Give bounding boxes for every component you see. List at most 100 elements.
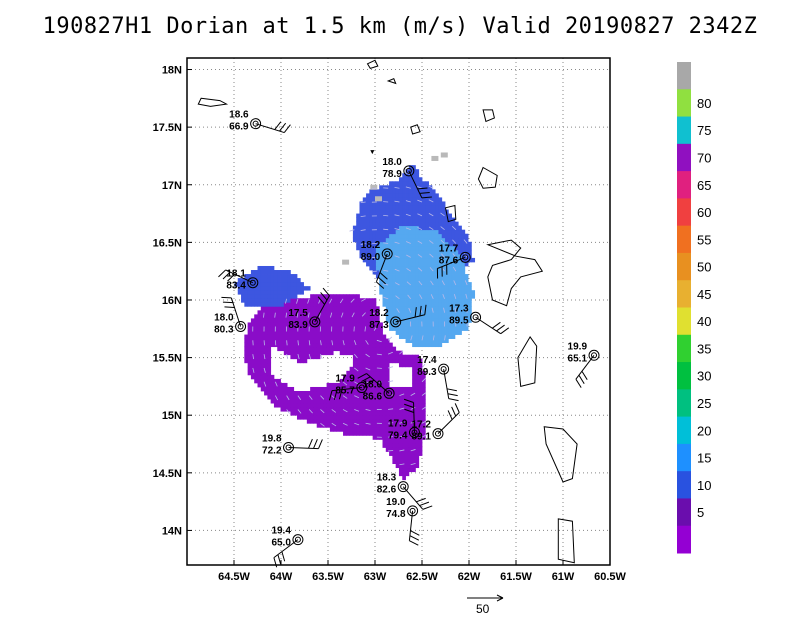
wind-speed-cell xyxy=(316,411,321,416)
wind-speed-cell xyxy=(247,370,252,376)
wind-speed-cell xyxy=(359,245,364,251)
wind-speed-cell xyxy=(392,197,397,202)
wind-speed-cell xyxy=(412,451,416,456)
wind-speed-cell xyxy=(300,342,304,348)
wind-speed-cell xyxy=(392,459,397,464)
wind-speed-cell xyxy=(379,253,383,259)
wind-speed-cell xyxy=(346,415,351,420)
wind-speed-cell xyxy=(369,265,374,271)
wind-speed-cell xyxy=(398,431,403,436)
wind-speed-cell xyxy=(313,386,318,392)
wind-speed-cell xyxy=(257,290,262,295)
observation-station: 18.382.6 xyxy=(377,473,433,510)
wind-speed-cell xyxy=(290,391,295,396)
wind-speed-cell xyxy=(247,286,252,291)
wind-speed-cell xyxy=(431,274,436,279)
wind-speed-cell xyxy=(362,205,367,210)
wind-speed-cell xyxy=(431,286,436,291)
wind-speed-cell xyxy=(445,294,449,299)
x-tick-label: 61W xyxy=(552,571,575,583)
wind-barb-flag xyxy=(357,373,367,379)
flow-arrow xyxy=(354,422,360,426)
wind-speed-cell xyxy=(352,346,357,352)
wind-speed-cell xyxy=(412,181,416,186)
wind-speed-cell xyxy=(326,415,331,420)
wind-speed-cell xyxy=(359,221,364,227)
wind-speed-cell xyxy=(408,270,413,275)
wind-speed-cell xyxy=(280,334,285,339)
wind-speed-cell xyxy=(362,342,367,348)
flow-arrow xyxy=(342,340,345,346)
station-value-label: 86.6 xyxy=(363,391,383,402)
wind-speed-cell xyxy=(422,386,426,392)
wind-speed-cell xyxy=(438,270,443,275)
wind-speed-cell xyxy=(372,403,377,408)
flow-arrow xyxy=(452,266,457,272)
wind-speed-cell xyxy=(260,298,265,303)
wind-speed-cell xyxy=(356,423,360,428)
wind-speed-cell xyxy=(454,290,459,295)
wind-speed-cell xyxy=(303,415,308,420)
wind-speed-cell xyxy=(398,306,403,311)
wind-speed-cell xyxy=(438,201,443,206)
wind-speed-cell xyxy=(461,278,466,283)
wind-speed-cell xyxy=(385,350,390,356)
wind-speed-cell xyxy=(448,306,453,311)
flow-arrow xyxy=(342,395,348,399)
wind-speed-cell xyxy=(412,395,416,400)
wind-speed-cell xyxy=(300,346,304,352)
wind-speed-cell xyxy=(260,278,265,283)
wind-speed-cell xyxy=(366,350,370,356)
flow-arrow xyxy=(394,268,400,272)
wind-speed-cell xyxy=(336,427,341,432)
wind-speed-cell xyxy=(402,185,406,190)
wind-speed-cell xyxy=(454,237,459,243)
flow-arrow xyxy=(405,241,411,244)
wind-speed-cell xyxy=(287,322,291,327)
wind-speed-cell xyxy=(408,225,413,231)
wind-speed-cell xyxy=(290,395,295,400)
wind-speed-cell xyxy=(389,346,393,352)
wind-speed-cell xyxy=(422,399,426,404)
wind-speed-cell xyxy=(346,294,351,299)
wind-speed-cell xyxy=(333,386,337,392)
flow-arrow xyxy=(441,280,445,286)
wind-speed-cell xyxy=(464,298,469,303)
wind-speed-cell xyxy=(234,282,239,287)
wind-speed-cell xyxy=(408,294,413,299)
wind-speed-cell xyxy=(408,261,413,267)
wind-speed-cell xyxy=(280,282,285,287)
wind-speed-cell xyxy=(329,382,334,388)
wind-speed-cell xyxy=(398,213,403,218)
wind-speed-cell xyxy=(290,278,295,283)
wind-speed-cell xyxy=(461,286,466,291)
wind-speed-cell xyxy=(418,330,423,335)
wind-speed-cell xyxy=(283,294,288,299)
wind-speed-cell xyxy=(352,358,357,364)
colorbar-label: 65 xyxy=(697,178,711,193)
wind-speed-cell xyxy=(458,270,462,275)
wind-speed-cell xyxy=(329,415,334,420)
wind-barb-flag xyxy=(318,439,323,449)
flow-arrow xyxy=(405,186,411,189)
wind-speed-cell xyxy=(412,378,416,384)
wind-speed-cell xyxy=(379,189,383,194)
wind-speed-cell xyxy=(333,318,337,323)
wind-speed-cell xyxy=(287,282,291,287)
wind-speed-cell xyxy=(359,423,364,428)
wind-speed-cell xyxy=(398,399,403,404)
observation-station: 18.080.3 xyxy=(214,296,247,335)
wind-speed-cell xyxy=(359,233,364,239)
observation-station: 18.183.4 xyxy=(218,269,259,292)
wind-speed-cell xyxy=(356,427,360,432)
wind-speed-cell xyxy=(425,330,429,335)
wind-speed-cell xyxy=(366,386,370,392)
wind-speed-cell xyxy=(415,326,420,331)
wind-speed-cell xyxy=(241,286,245,291)
wind-speed-cell xyxy=(343,415,347,420)
wind-speed-cell xyxy=(402,298,406,303)
wind-speed-cell xyxy=(333,322,337,327)
wind-speed-cell xyxy=(398,201,403,206)
wind-speed-cell xyxy=(264,346,268,352)
wind-speed-cell xyxy=(320,294,324,299)
